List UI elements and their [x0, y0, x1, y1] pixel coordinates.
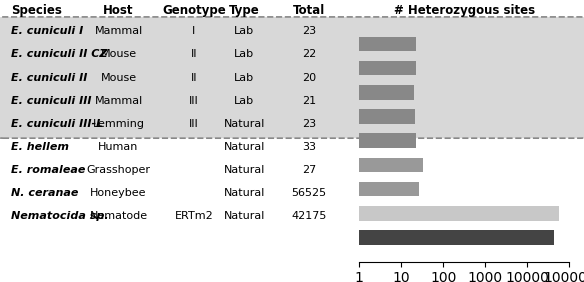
- Text: 56525: 56525: [291, 188, 326, 198]
- Text: ERTm2: ERTm2: [175, 211, 213, 221]
- Bar: [0, 206, 559, 221]
- Text: 42175: 42175: [291, 211, 326, 221]
- Text: Mouse: Mouse: [100, 49, 137, 60]
- Text: Nematode: Nematode: [89, 211, 148, 221]
- Bar: [0, 182, 419, 196]
- Text: Host: Host: [103, 5, 134, 17]
- Text: Total: Total: [293, 5, 325, 17]
- Bar: [0, 37, 416, 51]
- Text: Lab: Lab: [234, 72, 254, 83]
- Text: E. cuniculi I: E. cuniculi I: [11, 26, 83, 36]
- Text: 22: 22: [302, 49, 316, 60]
- Text: 20: 20: [302, 72, 316, 83]
- Text: Natural: Natural: [224, 165, 265, 175]
- Text: E. cuniculi II: E. cuniculi II: [11, 72, 87, 83]
- Text: Lab: Lab: [234, 96, 254, 106]
- Bar: [0, 85, 414, 100]
- Text: E. cuniculi III-L: E. cuniculi III-L: [11, 119, 103, 129]
- Text: 23: 23: [302, 119, 316, 129]
- Text: Lab: Lab: [234, 49, 254, 60]
- Text: Mouse: Mouse: [100, 72, 137, 83]
- Text: Nematocida sp.: Nematocida sp.: [11, 211, 109, 221]
- Text: Natural: Natural: [224, 188, 265, 198]
- Bar: [0, 109, 415, 124]
- Text: III: III: [189, 119, 199, 129]
- Text: E. hellem: E. hellem: [11, 142, 69, 152]
- Text: Mammal: Mammal: [95, 96, 142, 106]
- Text: 33: 33: [302, 142, 316, 152]
- Bar: [0, 158, 423, 172]
- Text: Natural: Natural: [224, 211, 265, 221]
- Text: II: II: [191, 72, 197, 83]
- Text: Mammal: Mammal: [95, 26, 142, 36]
- Text: 27: 27: [302, 165, 316, 175]
- Text: # Heterozygous sites: # Heterozygous sites: [394, 5, 535, 17]
- Text: 23: 23: [302, 26, 316, 36]
- Bar: [0, 61, 416, 75]
- Text: Species: Species: [11, 5, 62, 17]
- Text: 21: 21: [302, 96, 316, 106]
- Text: Genotype: Genotype: [162, 5, 226, 17]
- Text: E. romaleae: E. romaleae: [11, 165, 85, 175]
- Text: Natural: Natural: [224, 142, 265, 152]
- Text: Natural: Natural: [224, 119, 265, 129]
- Text: III: III: [189, 96, 199, 106]
- Text: E. cuniculi II CZ: E. cuniculi II CZ: [11, 49, 107, 60]
- Text: Lemming: Lemming: [92, 119, 144, 129]
- Text: Honeybee: Honeybee: [91, 188, 147, 198]
- Text: Human: Human: [98, 142, 139, 152]
- Bar: [0, 133, 416, 148]
- Bar: [0, 230, 554, 245]
- Text: I: I: [192, 26, 196, 36]
- Text: II: II: [191, 49, 197, 60]
- Text: Type: Type: [229, 5, 260, 17]
- Text: E. cuniculi III: E. cuniculi III: [11, 96, 91, 106]
- Text: Grasshoper: Grasshoper: [86, 165, 151, 175]
- Text: Lab: Lab: [234, 26, 254, 36]
- Text: N. ceranae: N. ceranae: [11, 188, 78, 198]
